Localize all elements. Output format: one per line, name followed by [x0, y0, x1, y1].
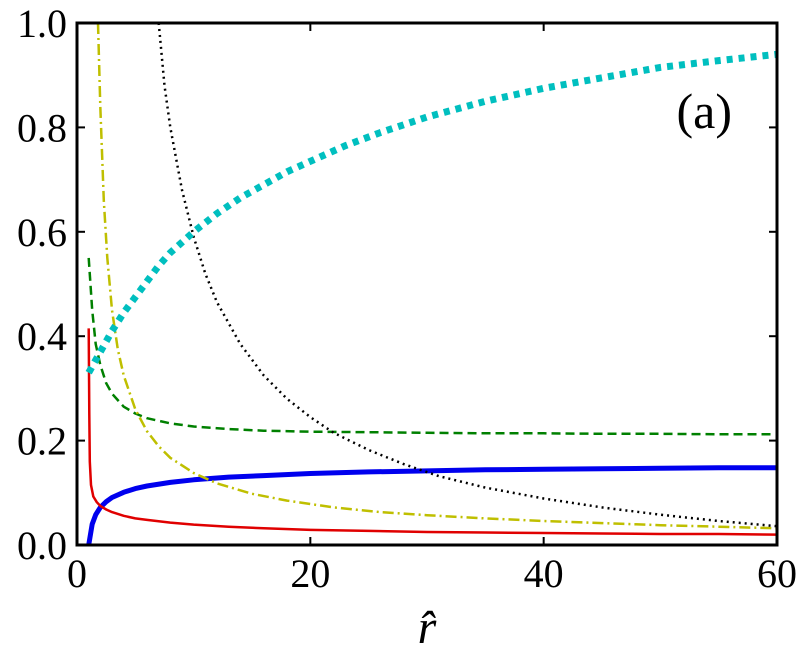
y-tick-label: 0.8	[17, 105, 67, 150]
x-axis-label: r̂	[418, 601, 437, 654]
x-tick-label: 60	[757, 551, 797, 596]
x-tick-label: 0	[67, 551, 87, 596]
panel-label: (a)	[677, 83, 733, 139]
y-tick-label: 0.2	[17, 419, 67, 464]
x-tick-label: 40	[524, 551, 564, 596]
ticks-layer: 0 20 40 60 0.0 0.2 0.4 0.6 0.8 1.0	[17, 1, 797, 596]
series-line-3	[87, 257, 777, 436]
series-layer	[85, 23, 777, 545]
y-tick-label: 0.0	[17, 523, 67, 568]
plot-frame	[75, 21, 779, 547]
x-tick-label: 20	[290, 551, 330, 596]
y-tick-label: 1.0	[17, 1, 67, 46]
y-tick-label: 0.4	[17, 314, 67, 359]
series-line-2	[87, 328, 777, 536]
y-tick-label: 0.6	[17, 210, 67, 255]
series-line-4	[96, 23, 777, 530]
series-line-6	[85, 50, 777, 375]
series-line-1	[86, 465, 777, 545]
